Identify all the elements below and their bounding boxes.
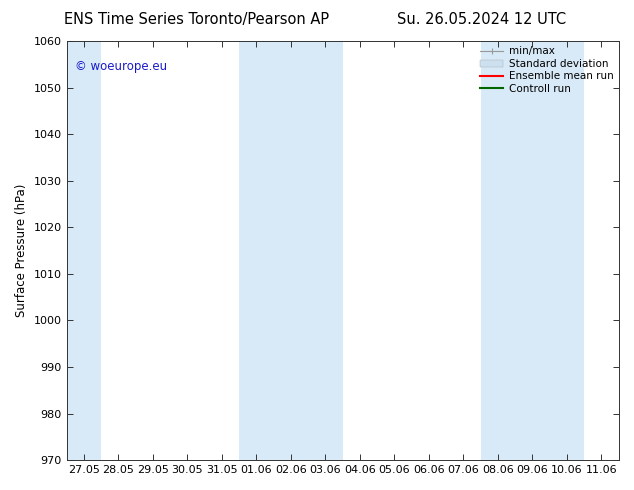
Y-axis label: Surface Pressure (hPa): Surface Pressure (hPa) [15, 184, 28, 318]
Text: © woeurope.eu: © woeurope.eu [75, 60, 167, 73]
Legend: min/max, Standard deviation, Ensemble mean run, Controll run: min/max, Standard deviation, Ensemble me… [479, 44, 616, 96]
Bar [481, 41, 584, 460]
Text: Su. 26.05.2024 12 UTC: Su. 26.05.2024 12 UTC [398, 12, 566, 27]
Bar [239, 41, 342, 460]
Text: ENS Time Series Toronto/Pearson AP: ENS Time Series Toronto/Pearson AP [64, 12, 329, 27]
Bar [67, 41, 101, 460]
